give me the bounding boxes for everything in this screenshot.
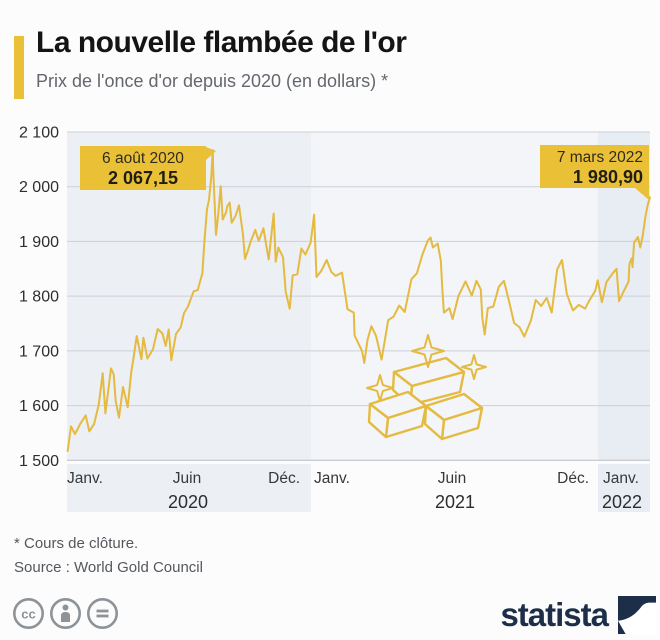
x-tick-label: Juin [173, 470, 201, 487]
statista-logo-text: statista [500, 596, 609, 633]
svg-text:cc: cc [21, 607, 35, 622]
annotation-date: 6 août 2020 [102, 150, 184, 167]
axis-band-2020 [67, 464, 311, 512]
annotation-box [540, 145, 649, 188]
x-tick-label: Déc. [268, 470, 300, 487]
page-title: La nouvelle flambée de l'or [36, 26, 407, 59]
source-line: Source : World Gold Council [14, 559, 203, 576]
gold-bars-icon [367, 356, 484, 441]
annotation-2020-peak: 6 août 2020 2 067,15 [80, 146, 216, 190]
statista-logo-mark [618, 596, 656, 634]
annotation-value: 1 980,90 [573, 167, 643, 187]
y-tick-label: 1 500 [19, 453, 59, 470]
statista-logo[interactable]: statista [500, 596, 656, 634]
cc-license-badges[interactable]: cc [12, 597, 119, 630]
y-tick-label: 2 100 [19, 125, 59, 142]
footnote: * Cours de clôture. [14, 535, 139, 552]
year-label: 2022 [602, 492, 642, 512]
y-tick-label: 2 000 [19, 179, 59, 196]
annotation-pointer [635, 188, 649, 200]
sparkle-icon [411, 334, 445, 368]
annotation-date: 7 mars 2022 [557, 149, 643, 166]
annotation-pointer [206, 147, 216, 160]
cc-icon[interactable]: cc [12, 597, 45, 630]
x-axis-labels: Janv. Juin Déc. Janv. Juin Déc. Janv. 2020 2021 2… [67, 470, 642, 512]
title-accent-bar [14, 36, 24, 99]
sparkle-icon [461, 354, 487, 380]
x-tick-label: Janv. [67, 470, 103, 487]
annotation-2022-latest: 7 mars 2022 1 980,90 [540, 145, 649, 200]
no-derivatives-icon[interactable] [86, 597, 119, 630]
page-subtitle: Prix de l'once d'or depuis 2020 (en doll… [36, 71, 389, 91]
y-tick-label: 1 900 [19, 234, 59, 251]
attribution-icon[interactable] [49, 597, 82, 630]
gold-price-line [66, 149, 651, 452]
annotation-value: 2 067,15 [108, 168, 178, 188]
y-axis-labels: 2 100 2 000 1 900 1 800 1 700 1 600 1 500 [19, 125, 59, 470]
y-tick-label: 1 700 [19, 343, 59, 360]
year-label: 2020 [168, 492, 208, 512]
x-tick-label: Janv. [314, 470, 350, 487]
y-tick-label: 1 600 [19, 398, 59, 415]
x-tick-label: Déc. [557, 470, 589, 487]
x-tick-label: Juin [438, 470, 466, 487]
annotation-box [80, 146, 206, 190]
year-label: 2021 [435, 492, 475, 512]
sparkle-icon [366, 374, 394, 402]
x-tick-label: Janv. [603, 470, 639, 487]
y-tick-label: 1 800 [19, 289, 59, 306]
axis-band-2022 [598, 464, 650, 512]
